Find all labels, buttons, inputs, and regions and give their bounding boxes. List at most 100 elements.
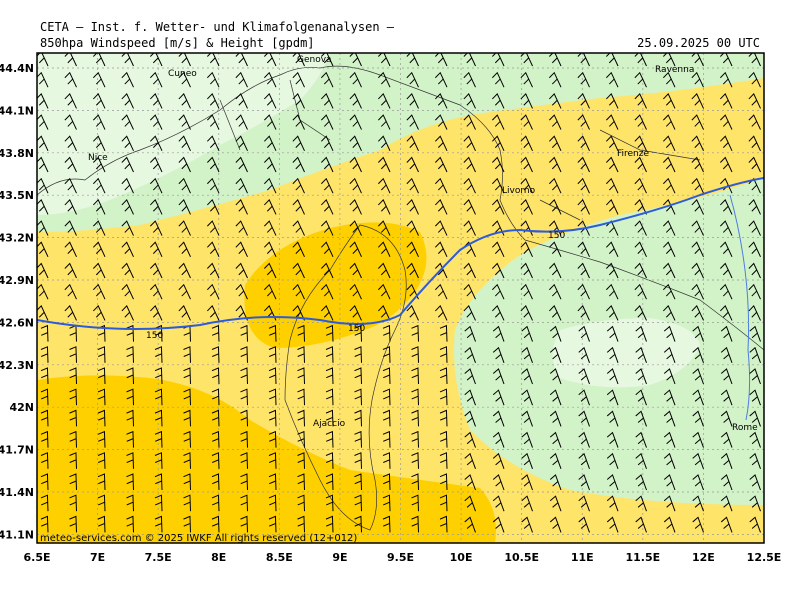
wind-barb [549, 389, 562, 406]
wind-barb [377, 283, 391, 300]
wind-barb [434, 135, 448, 152]
wind-barb [464, 431, 476, 448]
wind-barb [491, 156, 505, 173]
wind-barb [92, 156, 106, 173]
wind-barb [69, 367, 77, 385]
wind-barb [206, 71, 220, 88]
wind-barb [37, 177, 49, 194]
wind-barb [464, 495, 476, 512]
wind-barb [491, 114, 505, 130]
wind-barb [492, 346, 505, 363]
wind-barb [126, 388, 134, 406]
wind-barb [320, 305, 334, 321]
wind-barb [548, 93, 562, 109]
wind-barb [377, 199, 391, 215]
wind-barb [406, 114, 419, 130]
wind-barb [719, 156, 733, 173]
wind-barb [121, 114, 134, 130]
wind-barb [406, 262, 419, 279]
wind-barb [37, 305, 49, 321]
latitude-tick-label: 43.8N [0, 147, 34, 160]
city-label: Nice [88, 153, 108, 163]
wind-barb [578, 474, 590, 491]
wind-barb [521, 431, 533, 448]
wind-barb [178, 241, 191, 258]
wind-barb [126, 409, 134, 427]
wind-barb [578, 325, 590, 342]
wind-barb [183, 430, 191, 448]
wind-barb [719, 93, 733, 109]
latitude-tick-label: 42.6N [0, 316, 34, 329]
wind-barb [354, 473, 362, 491]
wind-barb [492, 452, 505, 469]
wind-barb [720, 410, 733, 427]
wind-barb [605, 135, 619, 152]
wind-barb [434, 71, 448, 88]
wind-barb [149, 53, 163, 67]
wind-barb [749, 516, 761, 533]
wind-barb [463, 305, 476, 321]
wind-barb [121, 71, 134, 88]
wind-barb [577, 262, 590, 279]
wind-barb [64, 156, 77, 173]
wind-barb [349, 220, 362, 236]
wind-barb [606, 368, 619, 385]
wind-barb [439, 367, 448, 385]
wind-barb [178, 283, 191, 300]
wind-barb [121, 283, 134, 300]
wind-barb [349, 93, 362, 109]
wind-barb [206, 93, 220, 109]
wind-barb [126, 367, 134, 385]
wind-barb [464, 410, 476, 427]
wind-barb [37, 220, 49, 236]
wind-barb [292, 262, 305, 279]
wind-barb [354, 346, 362, 363]
wind-barb [577, 283, 590, 300]
wind-barb [292, 71, 305, 88]
wind-barb [349, 199, 362, 215]
wind-barb [634, 177, 647, 194]
wind-barb [548, 283, 562, 300]
wind-barb [235, 71, 248, 88]
wind-barb [662, 241, 676, 258]
wind-barb [211, 494, 220, 512]
wind-barb [406, 53, 419, 67]
wind-barb [634, 93, 647, 109]
wind-barb [64, 283, 77, 300]
wind-barb [406, 283, 419, 300]
wind-barb [748, 93, 761, 109]
wind-barb [691, 71, 704, 88]
wind-barb [748, 305, 761, 321]
wind-barb [235, 262, 248, 279]
wind-barb [692, 452, 704, 469]
footer-copyright: meteo-services.com © 2025 IWKF All right… [40, 533, 357, 544]
wind-barb [578, 452, 590, 469]
wind-barb [121, 53, 134, 67]
contour-label: 150 [548, 231, 565, 241]
wind-barb [377, 220, 391, 236]
wind-barb [521, 452, 533, 469]
wind-barb [40, 324, 49, 342]
wind-barb [149, 93, 163, 109]
wind-barb [149, 135, 163, 152]
wind-barb [382, 346, 391, 363]
wind-barb [154, 346, 163, 363]
wind-barb [211, 346, 220, 363]
wind-barb [211, 388, 220, 406]
wind-barb [548, 262, 562, 279]
wind-barb [692, 325, 704, 342]
wind-barb [691, 283, 704, 300]
wind-barb [37, 53, 49, 67]
longitude-tick-label: 12E [692, 551, 715, 564]
wind-barb [463, 199, 476, 215]
wind-barb [411, 473, 419, 491]
wind-barb [692, 495, 704, 512]
wind-barb [520, 71, 533, 88]
wind-barb [292, 53, 305, 67]
wind-barb [121, 156, 134, 173]
wind-barb [320, 53, 334, 67]
city-label: Livorno [502, 186, 536, 196]
longitude-tick-label: 6.5E [23, 551, 50, 564]
wind-barb [320, 241, 334, 258]
wind-barb [69, 452, 77, 469]
